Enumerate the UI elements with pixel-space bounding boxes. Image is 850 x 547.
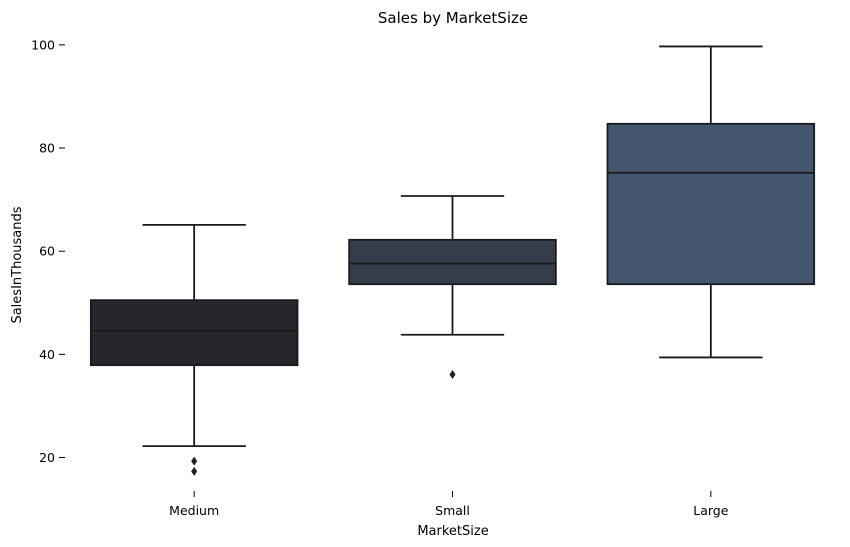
- x-tick-label: Medium: [169, 503, 219, 518]
- y-tick-label: 100: [31, 37, 55, 52]
- x-tick-label: Small: [435, 503, 470, 518]
- y-tick-label: 80: [39, 141, 55, 156]
- chart-marks: 20 40 60 80 100 Medium Small Large: [31, 37, 816, 518]
- x-tick-label: Large: [693, 503, 728, 518]
- box-body: [89, 299, 299, 367]
- x-axis-label: MarketSize: [417, 524, 488, 539]
- box-body: [348, 238, 557, 286]
- chart-title: Sales by MarketSize: [378, 9, 528, 27]
- y-axis-label: SalesInThousands: [10, 206, 25, 323]
- y-tick-label: 60: [39, 244, 55, 259]
- y-tick-label: 40: [39, 347, 55, 362]
- outlier-point: [191, 466, 198, 476]
- y-tick-label: 20: [39, 450, 55, 465]
- outlier-point: [449, 369, 456, 379]
- box-body: [606, 122, 816, 286]
- outlier-point: [191, 456, 198, 466]
